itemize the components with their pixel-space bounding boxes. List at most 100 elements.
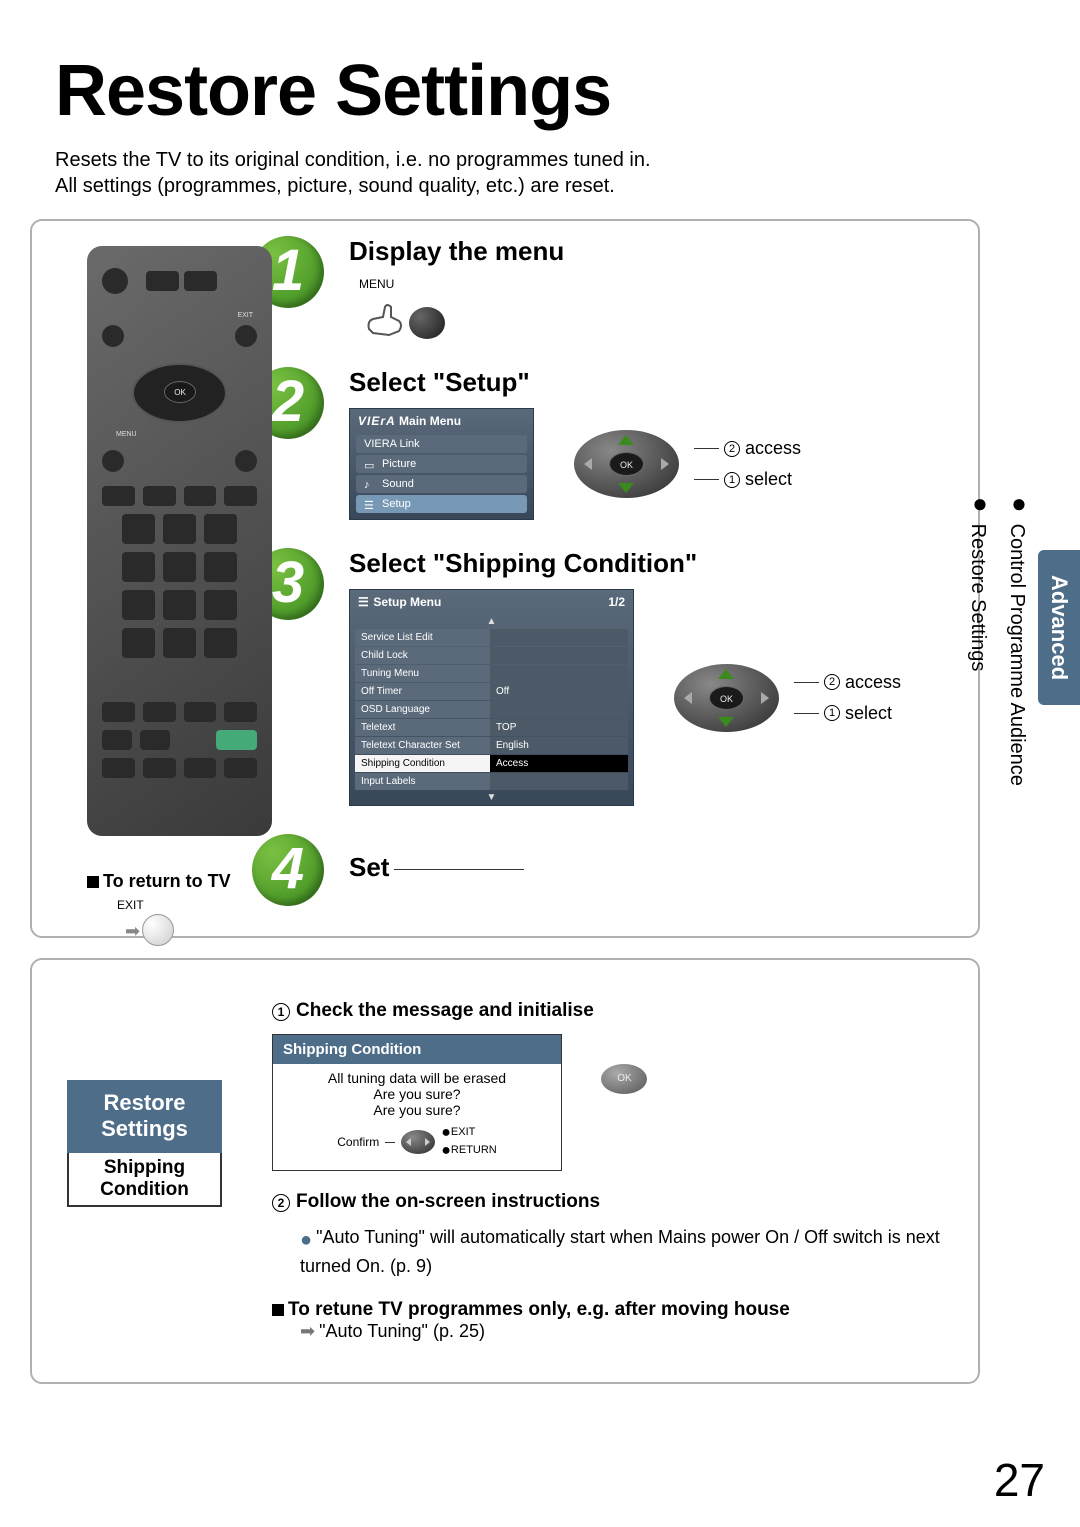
substep-2-title: Follow the on-screen instructions	[296, 1191, 600, 1212]
row-label: Teletext	[355, 719, 490, 736]
access-label: access	[845, 672, 901, 693]
hand-pointer-icon	[359, 299, 409, 339]
remote-button	[140, 730, 170, 750]
access-label: access	[745, 438, 801, 459]
remote-button	[102, 325, 124, 347]
remote-button	[204, 514, 237, 544]
step-3: 3 Select "Shipping Condition" ☰ Setup Me…	[252, 548, 958, 806]
step-2: 2 Select "Setup" VIErA Main Menu VIERA L…	[252, 367, 958, 520]
scroll-up-icon: ▲	[350, 616, 633, 627]
menu-label: MENU	[116, 431, 137, 438]
remote-power-button	[102, 268, 128, 294]
row-label: Child Lock	[355, 647, 490, 664]
substep-2: 2Follow the on-screen instructions ●"Aut…	[272, 1191, 958, 1279]
substep-1-title: Check the message and initialise	[296, 1000, 594, 1021]
step-4-title: Set	[349, 852, 958, 883]
dialog-header: Shipping Condition	[273, 1035, 561, 1064]
remote-button	[143, 486, 176, 506]
remote-button	[184, 758, 217, 778]
row-value	[490, 647, 628, 664]
remote-button	[122, 590, 155, 620]
exit-label: EXIT	[117, 898, 231, 912]
remote-button	[146, 271, 179, 291]
step-1: 1 Display the menu MENU	[252, 236, 958, 339]
badge-title: Restore Settings	[67, 1080, 222, 1153]
setup-menu-row: Teletext Character SetEnglish	[355, 737, 628, 754]
page-title: Restore Settings	[0, 0, 1080, 142]
menu-item-sound: ♪Sound	[356, 475, 527, 493]
remote-exit-button	[235, 325, 257, 347]
remote-button	[102, 730, 132, 750]
select-label: select	[845, 703, 892, 724]
list-icon: ☰	[358, 595, 370, 605]
remote-button	[122, 514, 155, 544]
remote-button	[102, 486, 135, 506]
setup-menu-row: Shipping ConditionAccess	[355, 755, 628, 772]
row-value: Access	[490, 755, 628, 772]
remote-button	[163, 514, 196, 544]
menu-button-label: MENU	[359, 277, 394, 291]
return-to-tv: To return to TV EXIT ➡	[87, 871, 231, 946]
nav-labels: 2access 1select	[694, 428, 801, 500]
intro-line-2: All settings (programmes, picture, sound…	[55, 173, 1080, 199]
row-label: Tuning Menu	[355, 665, 490, 682]
retune-sub: ➡"Auto Tuning" (p. 25)	[300, 1321, 958, 1342]
side-label-2: ● Control Programme Audience	[999, 480, 1038, 794]
menu-button-icon	[409, 307, 445, 339]
shipping-condition-dialog: Shipping Condition All tuning data will …	[272, 1034, 562, 1171]
intro-line-1: Resets the TV to its original condition,…	[55, 147, 1080, 173]
remote-ok-button: OK	[164, 381, 196, 403]
main-menu-header: Main Menu	[399, 414, 461, 428]
remote-button	[143, 758, 176, 778]
row-label: Teletext Character Set	[355, 737, 490, 754]
step-4: 4 Set	[252, 834, 958, 906]
arrow-icon: ➡	[125, 921, 140, 942]
list-icon: ☰	[364, 499, 376, 509]
row-value: Off	[490, 683, 628, 700]
mini-dpad-icon	[401, 1130, 435, 1154]
setup-menu-row: OSD Language	[355, 701, 628, 718]
step-number-4: 4	[252, 834, 324, 906]
row-label: Input Labels	[355, 773, 490, 790]
sound-icon: ♪	[364, 479, 376, 489]
intro-text: Resets the TV to its original condition,…	[0, 142, 1080, 219]
remote-button	[122, 552, 155, 582]
setup-menu-row: TeletextTOP	[355, 719, 628, 736]
row-label: Shipping Condition	[355, 755, 490, 772]
remote-dpad: OK MENU	[122, 351, 237, 436]
nav-dpad-icon: OK	[674, 664, 779, 732]
substep-2-bullet: "Auto Tuning" will automatically start w…	[300, 1227, 940, 1276]
remote-button	[235, 450, 257, 472]
picture-icon: ▭	[364, 459, 376, 469]
ok-button-icon: OK	[609, 452, 644, 476]
side-label-1: ● Restore Settings	[960, 480, 999, 794]
row-value	[490, 701, 628, 718]
ok-button-icon: OK	[601, 1064, 647, 1094]
row-value: English	[490, 737, 628, 754]
remote-button	[224, 486, 257, 506]
remote-menu-button	[102, 450, 124, 472]
remote-button	[224, 702, 257, 722]
remote-button	[163, 628, 196, 658]
section-badge: Restore Settings Shipping Condition	[67, 1080, 222, 1207]
setup-menu-row: Tuning Menu	[355, 665, 628, 682]
page-number: 27	[994, 1453, 1045, 1507]
badge-subtitle: Shipping Condition	[67, 1153, 222, 1207]
remote-button	[102, 758, 135, 778]
remote-button	[204, 552, 237, 582]
setup-menu-header: Setup Menu	[373, 595, 441, 609]
remote-illustration: EXIT OK MENU	[87, 246, 272, 836]
remote-button	[216, 730, 257, 750]
menu-item-setup: ☰Setup	[356, 495, 527, 513]
setup-menu-osd: ☰ Setup Menu 1/2 ▲ Service List EditChil…	[349, 589, 634, 806]
return-label: RETURN	[451, 1144, 497, 1156]
exit-label: EXIT	[451, 1126, 475, 1138]
remote-button	[143, 702, 176, 722]
step-1-title: Display the menu	[349, 236, 958, 267]
remote-button	[163, 590, 196, 620]
remote-button	[184, 271, 217, 291]
remote-button	[204, 628, 237, 658]
setup-menu-row: Service List Edit	[355, 629, 628, 646]
retune-heading: To retune TV programmes only, e.g. after…	[272, 1299, 958, 1321]
row-value: TOP	[490, 719, 628, 736]
